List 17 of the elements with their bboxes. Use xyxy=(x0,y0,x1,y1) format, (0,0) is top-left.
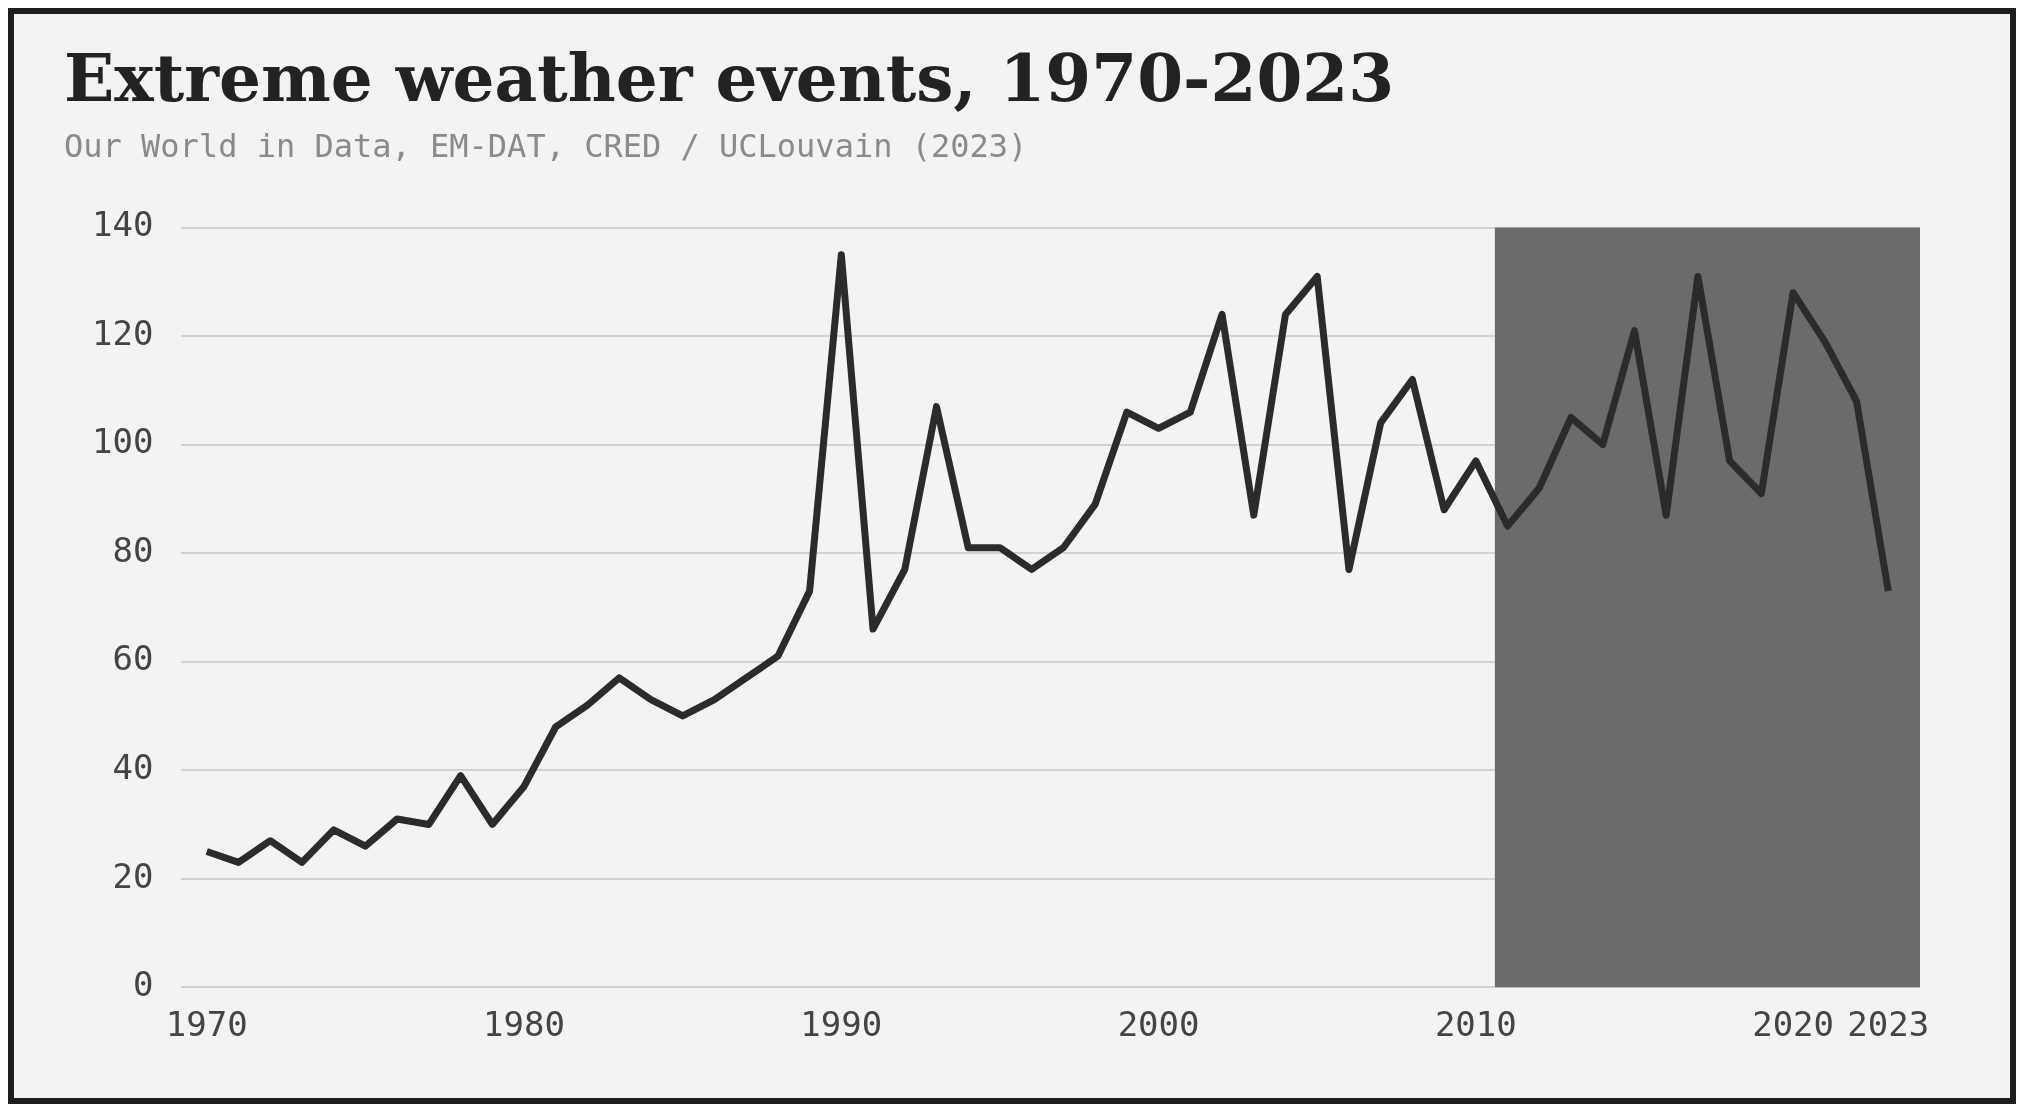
x-tick-label: 1990 xyxy=(800,1004,883,1045)
y-tick-label: 100 xyxy=(91,421,154,462)
y-tick-label: 120 xyxy=(91,312,154,353)
y-tick-label: 80 xyxy=(112,529,154,570)
y-tick-label: 140 xyxy=(91,204,154,245)
x-tick-label: 1980 xyxy=(483,1004,565,1045)
x-tick-label: 2023 xyxy=(1847,1004,1930,1045)
y-tick-label: 0 xyxy=(132,964,154,1005)
y-tick-label: 20 xyxy=(112,855,154,896)
x-tick-label: 2000 xyxy=(1117,1004,1200,1045)
x-tick-label: 2010 xyxy=(1434,1004,1517,1045)
chart-title: Extreme weather events, 1970-2023 xyxy=(64,38,1395,117)
x-tick-label: 2020 xyxy=(1752,1004,1835,1045)
chart-subtitle: Our World in Data, EM-DAT, CRED / UCLouvain (2023) xyxy=(64,126,1028,165)
y-tick-label: 40 xyxy=(112,747,154,787)
y-tick-label: 60 xyxy=(112,638,154,679)
x-tick-label: 1970 xyxy=(165,1004,248,1045)
